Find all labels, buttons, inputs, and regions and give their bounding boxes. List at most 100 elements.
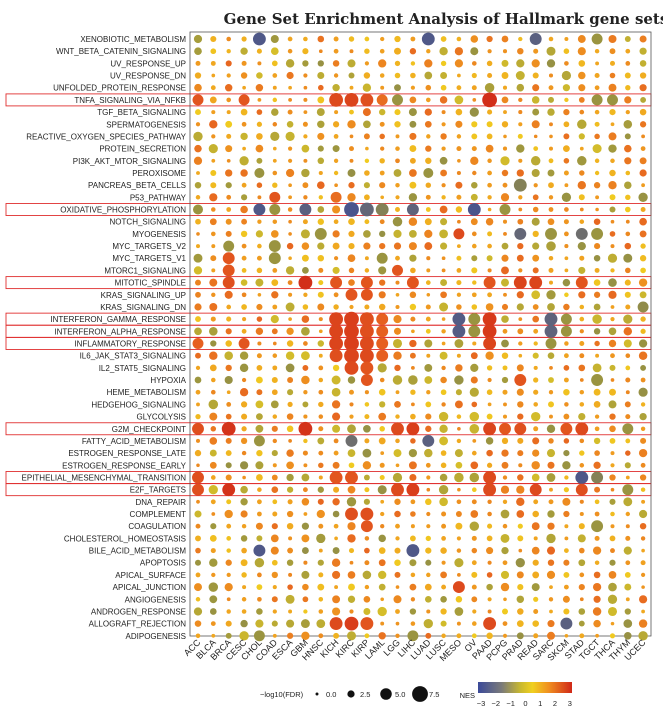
dot <box>578 412 586 421</box>
dot <box>532 242 540 250</box>
dot <box>364 61 369 66</box>
dot <box>318 84 324 91</box>
dot <box>225 364 232 372</box>
dot <box>425 194 431 200</box>
dot <box>639 595 648 604</box>
dot <box>439 205 448 214</box>
dot <box>318 329 323 334</box>
dot <box>575 227 588 240</box>
dot <box>639 522 647 530</box>
dot <box>241 60 247 66</box>
dot <box>531 473 540 482</box>
dot <box>625 535 631 541</box>
dot <box>224 351 233 360</box>
dot <box>501 437 509 445</box>
dot <box>625 109 630 115</box>
dot <box>562 497 571 506</box>
dot <box>378 412 387 421</box>
dot <box>594 535 600 541</box>
dot <box>518 317 523 321</box>
dot <box>502 328 508 334</box>
dot <box>379 182 386 189</box>
dot <box>193 131 203 142</box>
dot <box>454 47 464 56</box>
dot <box>624 96 632 104</box>
dot <box>288 609 293 614</box>
dot <box>487 499 492 504</box>
dot <box>579 463 585 468</box>
dot <box>468 313 481 326</box>
dot <box>408 448 418 458</box>
row-label: REACTIVE_OXYGEN_SPECIES_PATHWAY <box>26 132 186 141</box>
dot <box>441 146 446 151</box>
dot <box>226 316 232 322</box>
dot <box>564 61 569 66</box>
dot <box>594 72 600 79</box>
dot <box>503 134 507 139</box>
dot <box>303 292 308 297</box>
dot <box>253 203 266 216</box>
dot <box>256 182 263 188</box>
dot <box>502 608 508 615</box>
dot <box>440 291 447 299</box>
dot <box>303 73 308 78</box>
dot <box>516 291 524 299</box>
dot <box>303 512 308 516</box>
dot <box>226 523 232 529</box>
dot <box>592 363 602 373</box>
dot <box>455 181 463 189</box>
dot <box>270 47 279 56</box>
dot <box>624 72 631 79</box>
dot <box>192 471 204 484</box>
dot <box>641 183 645 188</box>
dot <box>578 97 585 103</box>
dot <box>364 268 370 273</box>
dot <box>288 317 292 321</box>
dot <box>562 84 571 92</box>
dot <box>256 72 263 79</box>
dot <box>377 363 387 373</box>
dot <box>518 268 523 273</box>
dot <box>241 609 247 614</box>
row-label: WNT_BETA_CATENIN_SIGNALING <box>56 47 186 56</box>
dot <box>318 450 324 456</box>
dot <box>348 182 355 189</box>
dot <box>318 462 324 469</box>
dot <box>594 133 600 140</box>
dot <box>545 338 557 349</box>
dot <box>640 560 646 566</box>
dot <box>377 485 387 495</box>
dot <box>223 240 235 252</box>
dot <box>364 487 370 493</box>
dot <box>302 450 308 456</box>
dot <box>577 181 586 190</box>
dot <box>288 195 292 200</box>
dot <box>469 387 479 397</box>
dot <box>549 585 553 589</box>
dot <box>485 351 494 360</box>
dot <box>500 485 510 494</box>
dot <box>470 363 479 372</box>
dot <box>639 35 647 43</box>
dot <box>424 59 433 68</box>
dot <box>380 36 385 42</box>
dot <box>423 168 434 178</box>
dot <box>301 375 310 385</box>
dot <box>426 609 431 614</box>
dot <box>547 631 555 640</box>
dot <box>501 59 509 67</box>
dot <box>531 290 541 300</box>
dot <box>454 95 464 105</box>
dot <box>486 121 493 128</box>
dot <box>364 390 369 395</box>
dot <box>454 59 463 68</box>
dot <box>256 48 262 54</box>
dot <box>329 312 343 326</box>
dot <box>424 583 432 591</box>
dot <box>256 133 263 140</box>
dot <box>271 60 278 67</box>
dot <box>578 84 586 92</box>
dot <box>379 474 385 481</box>
dot <box>609 498 616 505</box>
dot <box>194 620 202 627</box>
